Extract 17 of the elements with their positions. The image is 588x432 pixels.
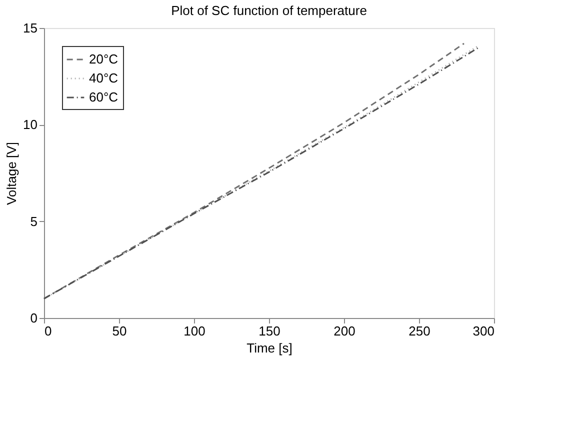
y-tick-label: 10	[23, 117, 38, 132]
x-tick-label: 50	[112, 324, 127, 338]
x-tick-label: 300	[472, 324, 494, 338]
x-tick-label: 100	[184, 324, 206, 338]
y-tick-label: 15	[23, 20, 38, 36]
chart-title: Plot of SC function of temperature	[171, 3, 367, 18]
x-tick-label: 150	[258, 324, 280, 338]
x-tick-label: 250	[408, 324, 430, 338]
y-tick-label: 5	[30, 214, 38, 229]
y-axis-title: Voltage [V]	[4, 142, 20, 205]
y-tick-label: 0	[30, 310, 38, 326]
legend-label: 20°C	[89, 52, 118, 66]
x-tick-label: 200	[334, 324, 356, 338]
x-axis-title: Time [s]	[246, 340, 292, 356]
legend-label: 40°C	[89, 70, 118, 86]
x-tick-label: 0	[44, 324, 52, 338]
legend-label: 60°C	[89, 90, 118, 104]
